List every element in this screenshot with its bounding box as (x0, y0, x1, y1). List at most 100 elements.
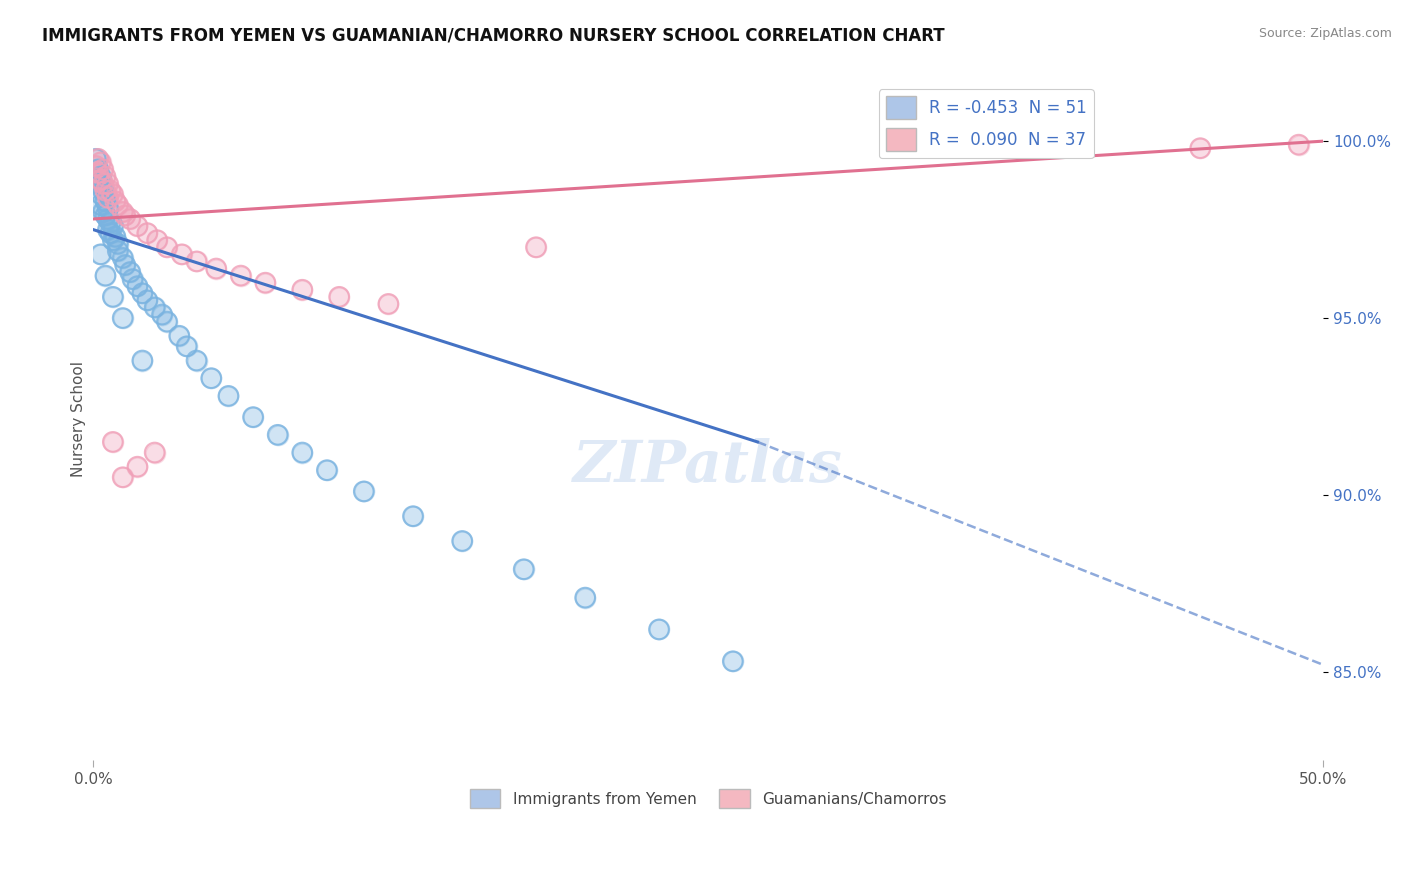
Point (111, 205, 134, 219)
Point (291, 283, 314, 297)
Point (87, 162, 110, 177)
Point (104, 229, 127, 244)
Point (156, 240, 179, 254)
Point (127, 219, 149, 233)
Point (94, 194, 117, 209)
Point (97, 177, 120, 191)
Point (100, 184, 122, 198)
Point (97, 222, 120, 236)
Point (721, 654, 744, 668)
Point (254, 276, 277, 290)
Point (91, 177, 114, 191)
Point (1189, 141, 1212, 155)
Point (451, 533, 474, 548)
Point (170, 247, 193, 261)
Point (574, 591, 596, 605)
Point (291, 445, 314, 459)
Point (84, 152, 107, 166)
Point (90, 247, 112, 261)
Point (648, 623, 671, 637)
Point (101, 219, 124, 233)
Point (90, 155, 112, 169)
Point (254, 276, 277, 290)
Point (402, 509, 425, 524)
Point (127, 279, 149, 293)
Point (229, 268, 252, 283)
Point (101, 187, 124, 202)
Point (186, 254, 208, 268)
Point (114, 258, 136, 272)
Point (97, 211, 120, 226)
Point (97, 202, 120, 216)
Point (1288, 137, 1310, 152)
Point (84, 159, 107, 173)
Point (242, 410, 264, 425)
Point (87, 177, 110, 191)
Point (353, 484, 375, 499)
Point (104, 194, 127, 209)
Point (1189, 141, 1212, 155)
Point (111, 470, 134, 484)
Point (90, 155, 112, 169)
Point (107, 198, 129, 212)
Point (84, 159, 107, 173)
Point (91, 205, 114, 219)
Point (101, 219, 124, 233)
Point (143, 301, 166, 315)
Point (100, 226, 122, 240)
Point (111, 470, 134, 484)
Point (169, 328, 191, 343)
Point (91, 162, 114, 177)
Point (94, 268, 117, 283)
Y-axis label: Nursery School: Nursery School (72, 361, 86, 477)
Point (101, 434, 124, 449)
Point (170, 247, 193, 261)
Point (150, 308, 173, 322)
Point (186, 353, 208, 368)
Point (150, 308, 173, 322)
Point (328, 290, 350, 304)
Point (100, 215, 122, 229)
Point (91, 184, 114, 198)
Point (90, 198, 112, 212)
Point (143, 301, 166, 315)
Point (87, 162, 110, 177)
Point (451, 533, 474, 548)
Point (131, 286, 153, 301)
Point (97, 202, 120, 216)
Point (94, 184, 117, 198)
Point (127, 459, 149, 474)
Point (136, 226, 159, 240)
Point (512, 562, 534, 576)
Point (101, 233, 124, 247)
Point (90, 187, 112, 202)
Point (101, 290, 124, 304)
Point (574, 591, 596, 605)
Text: IMMIGRANTS FROM YEMEN VS GUAMANIAN/CHAMORRO NURSERY SCHOOL CORRELATION CHART: IMMIGRANTS FROM YEMEN VS GUAMANIAN/CHAMO… (42, 27, 945, 45)
Point (176, 339, 198, 353)
Point (90, 173, 112, 187)
Point (100, 226, 122, 240)
Point (353, 484, 375, 499)
Point (94, 268, 117, 283)
Point (120, 211, 142, 226)
Point (91, 177, 114, 191)
Point (91, 184, 114, 198)
Point (114, 209, 136, 223)
Point (131, 286, 153, 301)
Point (136, 293, 159, 308)
Point (146, 233, 169, 247)
Point (90, 169, 112, 184)
Point (120, 211, 142, 226)
Point (87, 152, 110, 166)
Point (114, 209, 136, 223)
Point (156, 315, 179, 329)
Point (131, 353, 153, 368)
Point (94, 194, 117, 209)
Point (114, 258, 136, 272)
Point (524, 240, 547, 254)
Point (91, 205, 114, 219)
Point (524, 240, 547, 254)
Point (120, 265, 142, 279)
Point (267, 427, 290, 442)
